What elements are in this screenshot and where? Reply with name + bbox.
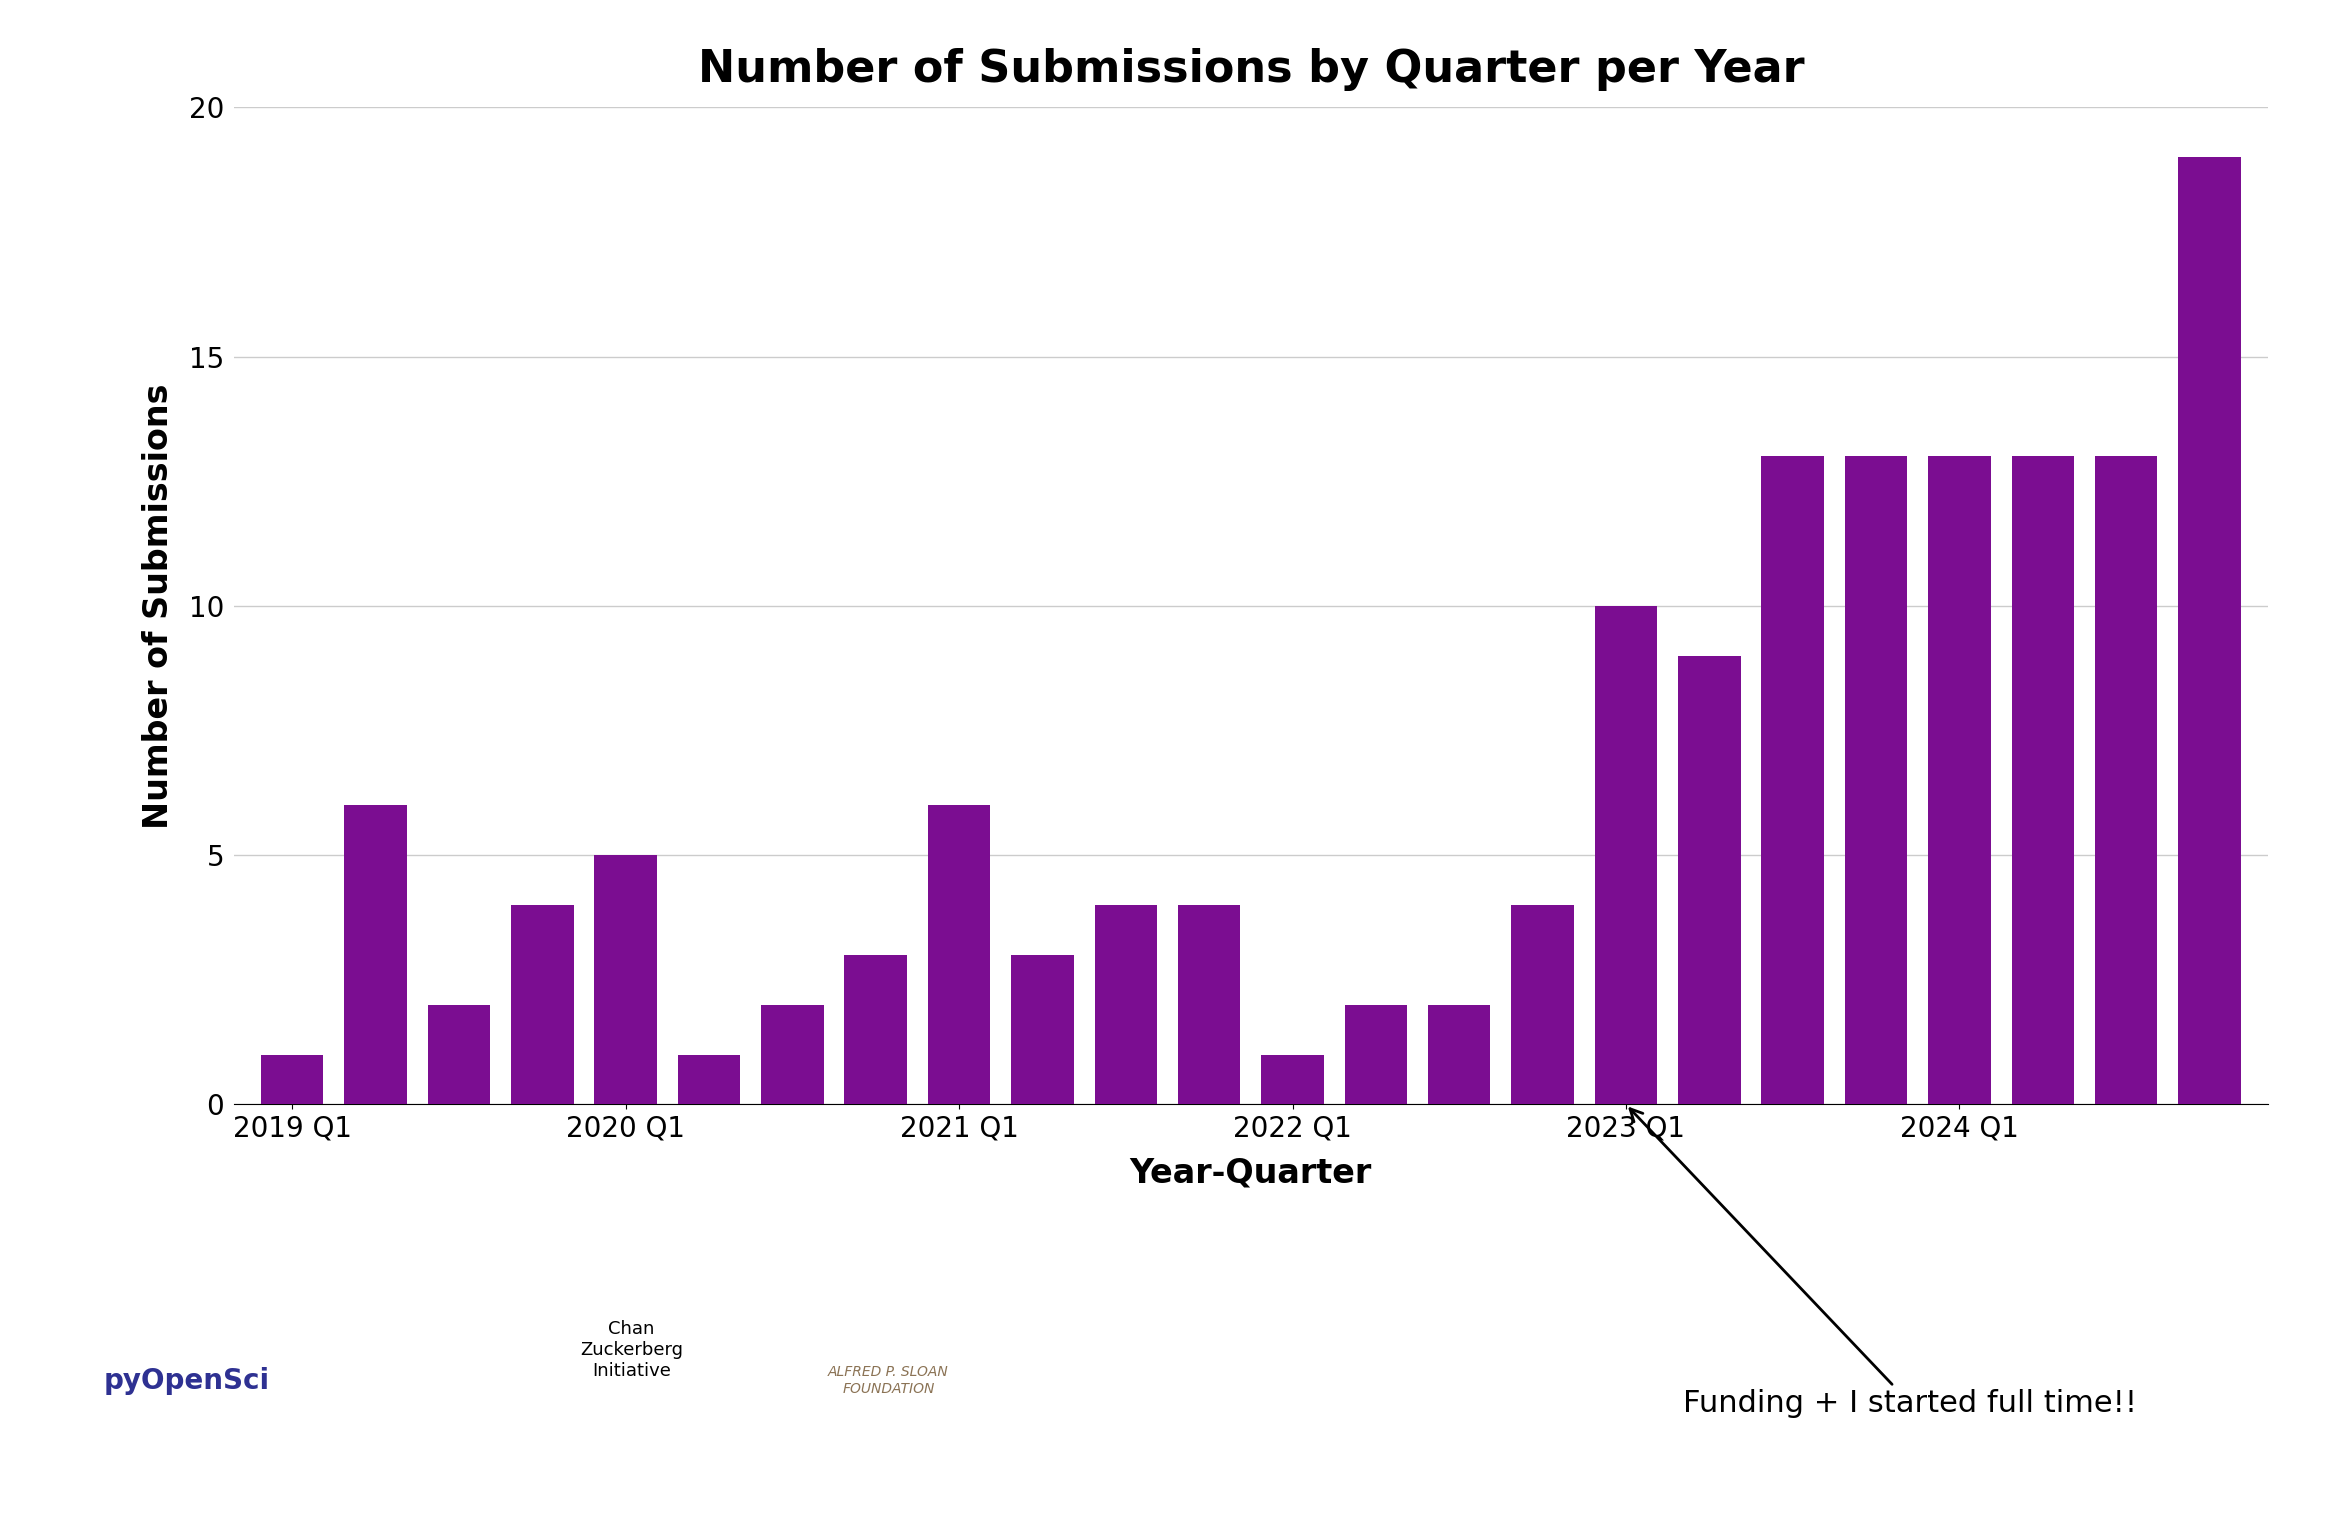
Bar	[2179, 156, 2240, 1104]
Bar	[1595, 606, 1658, 1104]
Bar	[928, 805, 991, 1104]
Bar	[512, 905, 573, 1104]
Bar	[1094, 905, 1157, 1104]
Bar	[262, 1055, 323, 1104]
Text: Chan
Zuckerberg
Initiative: Chan Zuckerberg Initiative	[580, 1321, 683, 1379]
X-axis label: Year-Quarter: Year-Quarter	[1129, 1157, 1372, 1189]
Bar	[1761, 456, 1824, 1104]
Bar	[1929, 456, 1990, 1104]
Bar	[1429, 1005, 1492, 1104]
Bar	[1510, 905, 1573, 1104]
Title: Number of Submissions by Quarter per Year: Number of Submissions by Quarter per Yea…	[697, 49, 1805, 92]
Bar	[344, 805, 407, 1104]
Text: pyOpenSci: pyOpenSci	[103, 1367, 271, 1394]
Text: ALFRED P. SLOAN
FOUNDATION: ALFRED P. SLOAN FOUNDATION	[828, 1365, 949, 1396]
Bar	[1010, 954, 1073, 1104]
Bar	[1178, 905, 1241, 1104]
Y-axis label: Number of Submissions: Number of Submissions	[143, 384, 175, 828]
Bar	[2095, 456, 2158, 1104]
Bar	[678, 1055, 741, 1104]
Bar	[594, 854, 657, 1104]
Bar	[428, 1005, 491, 1104]
Bar	[844, 954, 907, 1104]
Bar	[762, 1005, 823, 1104]
Bar	[1260, 1055, 1323, 1104]
Bar	[1344, 1005, 1407, 1104]
Text: Funding + I started full time!!: Funding + I started full time!!	[1630, 1109, 2137, 1417]
Bar	[1845, 456, 1908, 1104]
Bar	[2011, 456, 2074, 1104]
Bar	[1679, 655, 1739, 1104]
